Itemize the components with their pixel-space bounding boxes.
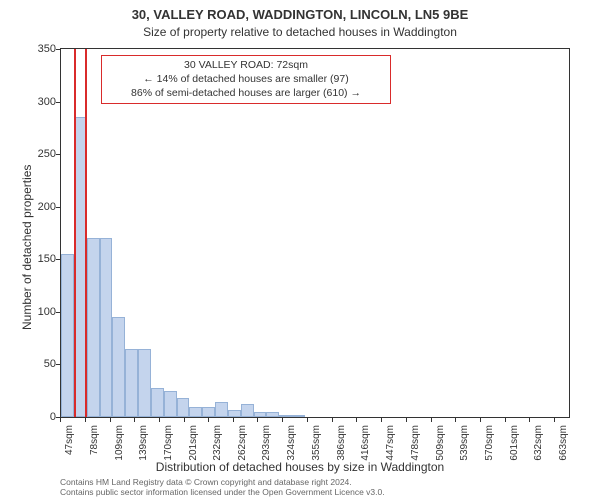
y-tick-label: 0: [16, 411, 56, 423]
x-tick-mark: [257, 418, 258, 422]
x-tick-mark: [85, 418, 86, 422]
y-tick-mark: [56, 259, 60, 260]
x-tick-mark: [381, 418, 382, 422]
histogram-bar: [215, 402, 228, 417]
x-tick-mark: [60, 418, 61, 422]
highlight-band: [74, 49, 87, 417]
histogram-bar: [266, 412, 279, 417]
histogram-bar: [177, 398, 190, 417]
attribution-line-2: Contains public sector information licen…: [60, 488, 385, 498]
histogram-bar: [87, 238, 100, 417]
histogram-bar: [202, 407, 215, 418]
x-tick-mark: [356, 418, 357, 422]
y-axis-label: Number of detached properties: [20, 165, 34, 330]
x-axis-label: Distribution of detached houses by size …: [0, 460, 600, 474]
y-tick-mark: [56, 312, 60, 313]
histogram-bar: [279, 415, 292, 417]
x-tick-mark: [233, 418, 234, 422]
y-tick-mark: [56, 154, 60, 155]
page-subtitle: Size of property relative to detached ho…: [0, 24, 600, 40]
x-tick-mark: [431, 418, 432, 422]
y-tick-mark: [56, 49, 60, 50]
annotation-box: 30 VALLEY ROAD: 72sqm ← 14% of detached …: [101, 55, 391, 104]
histogram-bar: [189, 407, 202, 418]
annotation-line-1: 30 VALLEY ROAD: 72sqm: [108, 58, 384, 72]
chart-container: 30, VALLEY ROAD, WADDINGTON, LINCOLN, LN…: [0, 0, 600, 500]
x-tick-mark: [455, 418, 456, 422]
y-tick-label: 250: [16, 148, 56, 160]
x-tick-mark: [505, 418, 506, 422]
histogram-bar: [112, 317, 125, 417]
x-tick-mark: [208, 418, 209, 422]
annotation-line-2: ← 14% of detached houses are smaller (97…: [108, 72, 384, 86]
histogram-bar: [138, 349, 151, 417]
histogram-bar: [61, 254, 74, 417]
histogram-bar: [228, 410, 241, 417]
histogram-bar: [254, 412, 267, 417]
x-tick-mark: [159, 418, 160, 422]
histogram-bar: [151, 388, 164, 417]
histogram-bar: [164, 391, 177, 417]
y-tick-mark: [56, 364, 60, 365]
y-tick-mark: [56, 102, 60, 103]
histogram-bar: [241, 404, 254, 417]
x-tick-mark: [332, 418, 333, 422]
x-tick-mark: [184, 418, 185, 422]
annotation-line-3: 86% of semi-detached houses are larger (…: [108, 86, 384, 100]
y-tick-label: 50: [16, 358, 56, 370]
x-tick-mark: [282, 418, 283, 422]
x-tick-mark: [307, 418, 308, 422]
x-tick-mark: [554, 418, 555, 422]
plot-area: 30 VALLEY ROAD: 72sqm ← 14% of detached …: [60, 48, 570, 418]
histogram-bar: [292, 415, 305, 417]
y-tick-label: 300: [16, 96, 56, 108]
attribution: Contains HM Land Registry data © Crown c…: [60, 478, 385, 498]
x-tick-mark: [406, 418, 407, 422]
page-title: 30, VALLEY ROAD, WADDINGTON, LINCOLN, LN…: [0, 0, 600, 24]
y-tick-label: 350: [16, 43, 56, 55]
x-tick-mark: [529, 418, 530, 422]
y-tick-mark: [56, 207, 60, 208]
histogram-bar: [125, 349, 138, 417]
x-tick-mark: [480, 418, 481, 422]
histogram-bar: [100, 238, 113, 417]
x-tick-mark: [134, 418, 135, 422]
x-tick-mark: [110, 418, 111, 422]
